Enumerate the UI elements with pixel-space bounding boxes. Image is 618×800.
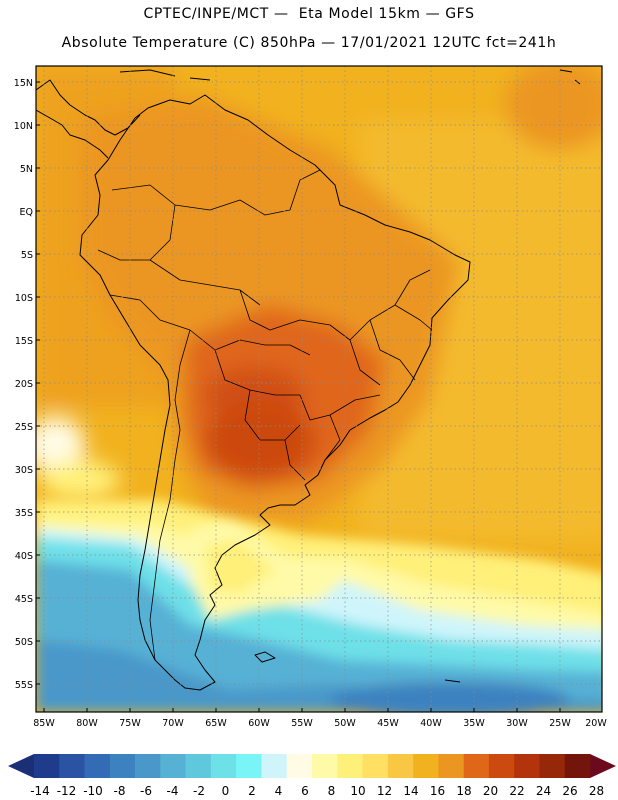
lon-label: 75W xyxy=(119,718,141,729)
colorbar-over-arrow xyxy=(590,754,616,778)
lat-label: 5N xyxy=(20,164,33,175)
colorbar-swatch xyxy=(84,754,111,778)
lon-label: 70W xyxy=(162,718,184,729)
lon-label: 65W xyxy=(205,718,227,729)
colorbar-label: -14 xyxy=(30,784,50,798)
lat-label: 40S xyxy=(15,551,33,562)
lon-label: 80W xyxy=(76,718,98,729)
colorbar-label: 18 xyxy=(456,784,471,798)
temperature-field xyxy=(36,66,602,712)
lat-label: 15N xyxy=(14,78,33,89)
colorbar-label: 4 xyxy=(275,784,283,798)
colorbar-label: -12 xyxy=(57,784,77,798)
colorbar-under-arrow xyxy=(8,754,34,778)
colorbar-swatch xyxy=(438,754,464,778)
colorbar-swatch xyxy=(362,754,389,778)
lat-label: 25S xyxy=(15,422,33,433)
colorbar-label: -2 xyxy=(193,784,205,798)
colorbar: -14 -12 -10 -8 -6 -4 -2 0 2 4 6 8 10 12 14 16 18 20 22 24 26… xyxy=(8,754,616,798)
colorbar-swatch xyxy=(160,754,186,778)
colorbar-label: -4 xyxy=(167,784,179,798)
lat-label: 10S xyxy=(15,293,33,304)
lat-label: 35S xyxy=(15,508,33,519)
colorbar-label: 2 xyxy=(248,784,256,798)
colorbar-label: 16 xyxy=(430,784,445,798)
lon-label: 40W xyxy=(420,718,442,729)
country-borders xyxy=(97,169,433,661)
colorbar-label: 28 xyxy=(589,784,604,798)
colorbar-swatch xyxy=(312,754,338,778)
lon-label: 30W xyxy=(506,718,528,729)
colorbar-swatch xyxy=(488,754,515,778)
colorbar-label: 12 xyxy=(377,784,392,798)
lat-label: 55S xyxy=(15,680,33,691)
colorbar-swatch xyxy=(261,754,288,778)
colorbar-label: 8 xyxy=(328,784,336,798)
colorbar-swatch xyxy=(564,754,591,778)
colorbar-label: -10 xyxy=(83,784,103,798)
map-frame xyxy=(35,65,603,713)
lon-label: 50W xyxy=(334,718,356,729)
colorbar-label: 10 xyxy=(350,784,365,798)
lat-label: 20S xyxy=(15,379,33,390)
colorbar-swatch xyxy=(210,754,237,778)
colorbar-swatch xyxy=(387,754,414,778)
colorbar-label: -8 xyxy=(114,784,126,798)
colorbar-swatch xyxy=(34,754,60,778)
colorbar-label: 22 xyxy=(509,784,524,798)
lat-label: 10N xyxy=(14,121,33,132)
caribbean-islands xyxy=(119,69,581,85)
lat-label: EQ xyxy=(20,207,33,218)
colorbar-swatch xyxy=(59,754,85,778)
falkland-islands xyxy=(254,651,461,683)
lon-label: 35W xyxy=(463,718,485,729)
lon-label: 25W xyxy=(549,718,571,729)
lat-label: 30S xyxy=(15,465,33,476)
lon-label: 55W xyxy=(291,718,313,729)
colorbar-swatch xyxy=(413,754,439,778)
colorbar-label: 26 xyxy=(562,784,577,798)
lon-label: 20W xyxy=(585,718,607,729)
colorbar-label: 6 xyxy=(301,784,309,798)
colorbar-label: -6 xyxy=(140,784,152,798)
map-title-line-1: CPTEC/INPE/MCT — Eta Model 15km — GFS xyxy=(143,6,475,22)
colorbar-swatch xyxy=(286,754,313,778)
colorbar-swatch xyxy=(236,754,262,778)
colorbar-label: 20 xyxy=(483,784,498,798)
lat-label: 45S xyxy=(15,594,33,605)
colorbar-swatch xyxy=(463,754,490,778)
lon-label: 60W xyxy=(248,718,270,729)
lon-label: 85W xyxy=(33,718,55,729)
colorbar-swatch xyxy=(109,754,136,778)
lat-label: 5S xyxy=(21,250,33,261)
longitude-axis: 85W 80W 75W 70W 65W 60W 55W 50W 45W 40W … xyxy=(33,718,607,729)
colorbar-swatch xyxy=(337,754,363,778)
colorbar-swatch xyxy=(539,754,566,778)
latitude-axis: 15N 10N 5N EQ 5S 10S 15S 20S 25S 30S 35S… xyxy=(14,78,33,691)
axis-ticks xyxy=(36,81,561,712)
lat-label: 15S xyxy=(15,336,33,347)
central-america-coastline xyxy=(36,79,141,159)
colorbar-label: 0 xyxy=(222,784,230,798)
lat-label: 50S xyxy=(15,637,33,648)
colorbar-label: 24 xyxy=(536,784,551,798)
lon-label: 45W xyxy=(377,718,399,729)
colorbar-label: 14 xyxy=(403,784,418,798)
map-title-line-2: Absolute Temperature (C) 850hPa — 17/01/… xyxy=(61,35,557,51)
colorbar-swatch xyxy=(135,754,161,778)
colorbar-swatch xyxy=(185,754,212,778)
colorbar-swatch xyxy=(514,754,540,778)
